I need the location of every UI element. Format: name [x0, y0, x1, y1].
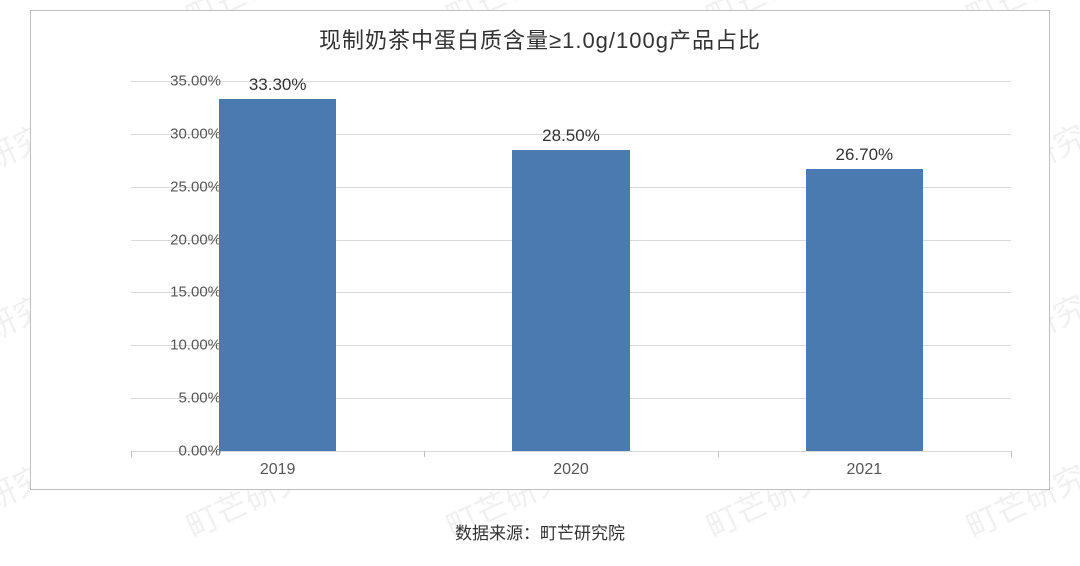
chart-bar	[219, 99, 336, 451]
x-axis-tick	[1011, 451, 1012, 457]
chart-container: 现制奶茶中蛋白质含量≥1.0g/100g产品占比 0.00% 5.00% 10.00…	[30, 10, 1050, 490]
bar-value-label: 26.70%	[835, 145, 893, 165]
plot-area: 0.00%5.00%10.00%15.00%20.00%25.00%30.00%…	[131, 81, 1011, 451]
x-axis-label: 2020	[553, 461, 589, 479]
y-axis-label: 30.00%	[141, 125, 221, 142]
x-axis-tick	[424, 451, 425, 457]
bar-value-label: 33.30%	[249, 75, 307, 95]
chart-bar	[512, 150, 629, 451]
x-axis-label: 2019	[260, 461, 296, 479]
bar-value-label: 28.50%	[542, 126, 600, 146]
source-name: 町芒研究院	[540, 524, 625, 543]
chart-title: 现制奶茶中蛋白质含量≥1.0g/100g产品占比	[31, 11, 1049, 55]
x-axis-label: 2021	[847, 461, 883, 479]
x-axis-tick	[718, 451, 719, 457]
y-axis-label: 35.00%	[141, 73, 221, 90]
chart-bar	[806, 169, 923, 451]
y-axis-label: 10.00%	[141, 337, 221, 354]
x-axis-tick	[131, 451, 132, 457]
y-axis-label: 5.00%	[141, 390, 221, 407]
source-prefix: 数据来源：	[455, 524, 540, 543]
y-axis-label: 20.00%	[141, 231, 221, 248]
y-axis-label: 25.00%	[141, 178, 221, 195]
y-gridline	[131, 451, 1011, 452]
data-source-line: 数据来源：町芒研究院	[0, 519, 1080, 544]
y-axis-label: 0.00%	[141, 443, 221, 460]
y-axis-label: 15.00%	[141, 284, 221, 301]
